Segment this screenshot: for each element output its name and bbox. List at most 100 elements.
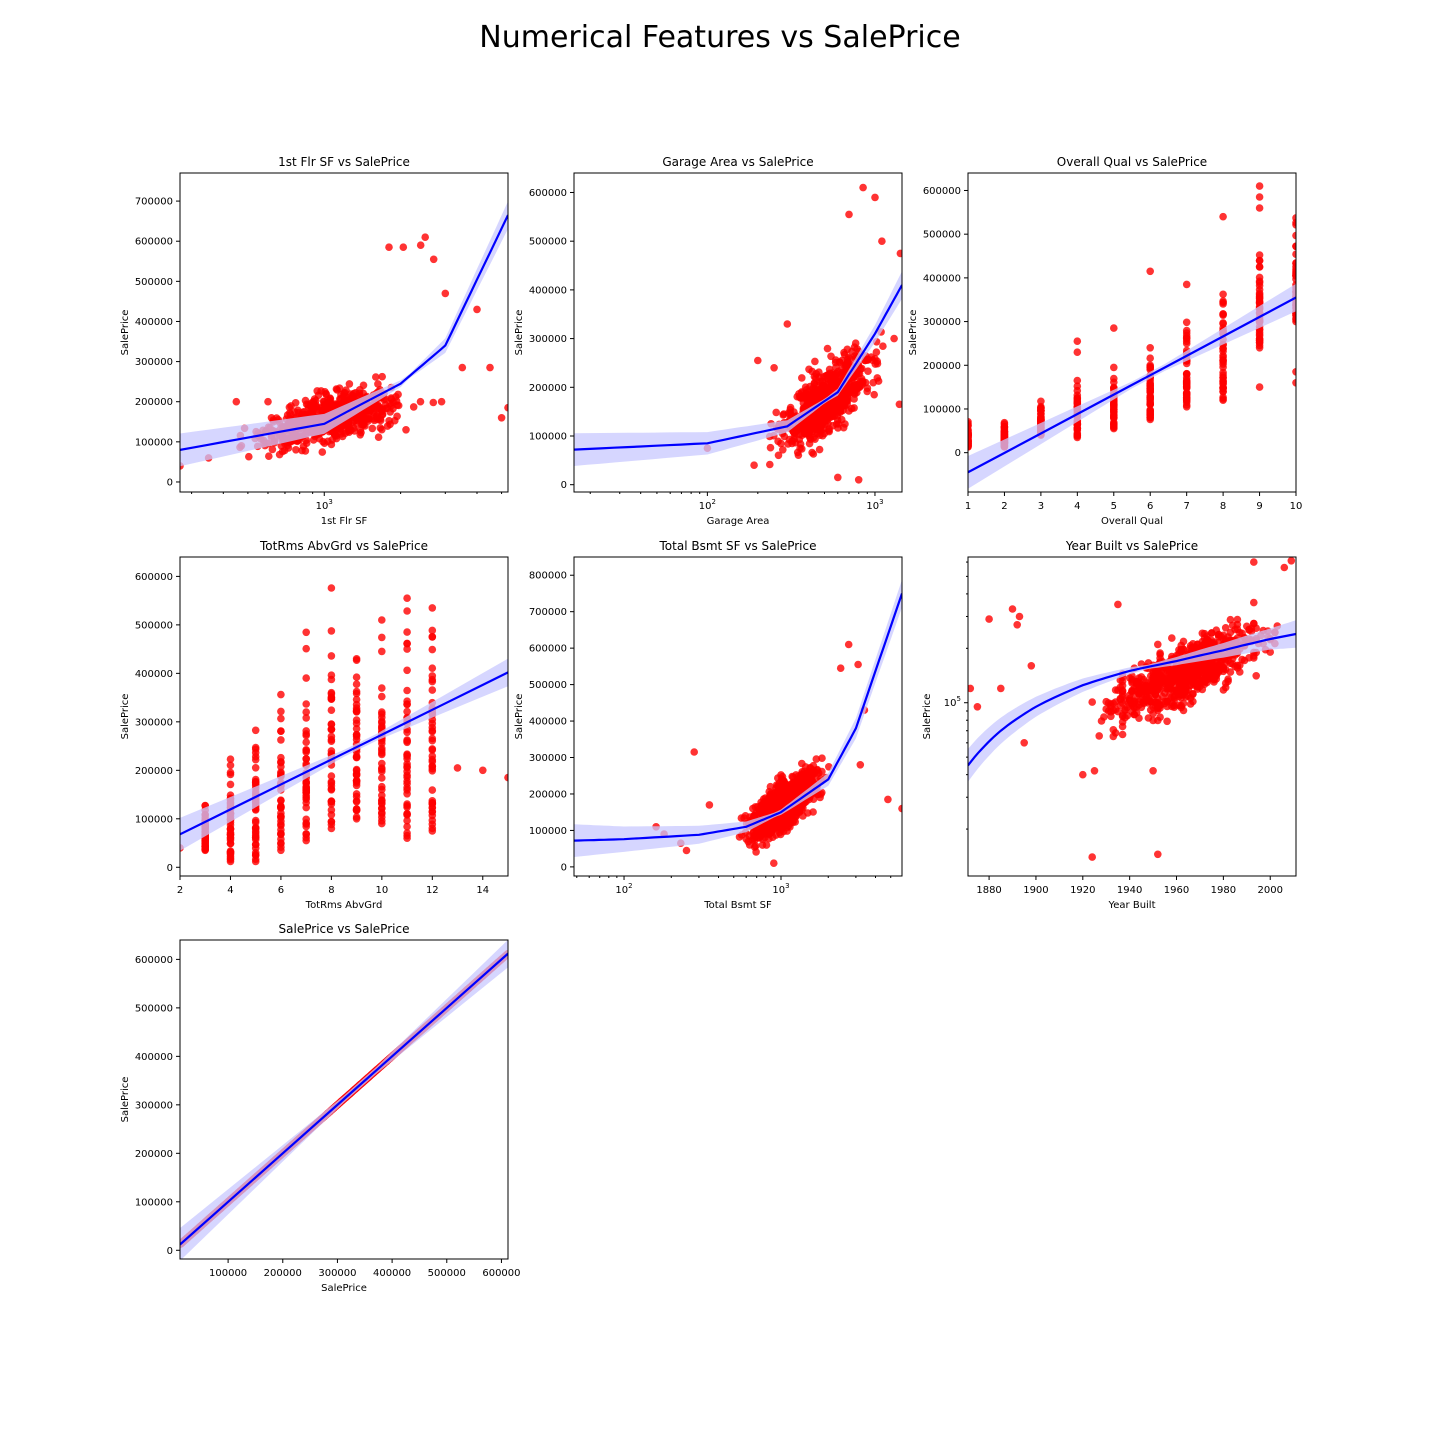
x-tick-label: 103 [772, 882, 789, 896]
scatter-point [737, 814, 746, 822]
scatter-point [1198, 660, 1207, 669]
scatter-point [1250, 598, 1258, 607]
scatter-point [277, 762, 285, 771]
subplot-title: 1st Flr SF vs SalePrice [278, 155, 410, 169]
scatter-point [1013, 621, 1021, 629]
scatter-point [1182, 663, 1190, 671]
scatter-point [1292, 379, 1296, 387]
scatter-point [1118, 722, 1127, 731]
scatter-point [302, 791, 311, 800]
scatter-point [1255, 273, 1264, 282]
scatter-point [761, 797, 769, 805]
plot-area [968, 182, 1296, 489]
subplot-title: TotRms AbvGrd vs SalePrice [259, 539, 428, 553]
scatter-point [816, 378, 824, 386]
scatter-point [815, 445, 824, 454]
x-axis-label: TotRms AbvGrd [305, 900, 383, 911]
scatter-point [327, 706, 336, 714]
scatter-point [275, 450, 284, 459]
y-tick-label: 400000 [135, 1052, 173, 1063]
scatter-point [378, 410, 387, 419]
scatter-point [287, 410, 295, 419]
scatter-point [335, 384, 344, 393]
scatter-point [352, 813, 361, 821]
scatter-point [775, 825, 783, 833]
scatter-point [1182, 334, 1191, 342]
scatter-point [1170, 665, 1178, 673]
scatter-point [809, 808, 817, 816]
scatter-point [327, 725, 336, 734]
y-tick-label: 100000 [923, 404, 961, 415]
scatter-point [378, 616, 386, 624]
scatter-point [378, 372, 387, 381]
scatter-point [428, 755, 437, 764]
scatter-point [1186, 681, 1195, 690]
scatter-point [735, 833, 744, 841]
scatter-point [403, 628, 411, 636]
scatter-point [896, 249, 902, 258]
scatter-point [1219, 319, 1227, 327]
scatter-point [1238, 655, 1246, 664]
regression-line [574, 284, 902, 451]
scatter-point [368, 424, 377, 433]
scatter-point [802, 421, 811, 429]
y-tick-label: 600000 [135, 955, 173, 966]
scatter-point [682, 846, 691, 855]
scatter-point [1073, 337, 1082, 346]
scatter-point [302, 439, 311, 448]
scatter-point [327, 817, 336, 826]
scatter-point [378, 684, 386, 692]
x-tick-label: 100000 [209, 1268, 247, 1279]
scatter-point [1146, 364, 1154, 372]
scatter-point [1255, 193, 1264, 201]
scatter-point [327, 779, 336, 787]
scatter-point [1189, 668, 1197, 676]
scatter-point [302, 700, 311, 708]
scatter-point [812, 370, 820, 378]
y-tick-label: 300000 [135, 357, 173, 368]
x-tick-exponent: 2 [628, 882, 632, 890]
scatter-point [1186, 700, 1195, 708]
scatter-point [251, 764, 260, 772]
scatter-point [1221, 679, 1230, 687]
y-tick-label: 0 [167, 863, 173, 874]
scatter-point [403, 707, 411, 716]
scatter-point [1252, 672, 1260, 680]
scatter-point [1073, 396, 1082, 404]
y-tick-label: 300000 [529, 753, 567, 764]
scatter-point [277, 714, 285, 723]
y-tick-label: 700000 [529, 607, 567, 618]
regression-line [968, 632, 1296, 767]
scatter-point [832, 363, 840, 372]
scatter-point [302, 778, 311, 786]
scatter-point [458, 363, 467, 372]
y-tick-label: 300000 [135, 1100, 173, 1111]
scatter-point [1090, 767, 1099, 775]
scatter-point [265, 452, 273, 461]
scatter-point [302, 822, 311, 831]
y-axis-label: SalePrice [120, 694, 131, 740]
scatter-point [1179, 691, 1188, 699]
scatter-point [864, 355, 873, 364]
scatter-point [1214, 630, 1223, 639]
scatter-point [1219, 351, 1227, 360]
scatter-point [859, 183, 867, 192]
scatter-point [277, 812, 285, 821]
scatter-point [1146, 344, 1154, 352]
x-tick-label: 600000 [482, 1268, 520, 1279]
scatter-point [428, 686, 437, 694]
scatter-point [352, 680, 361, 688]
y-tick-label: 0 [955, 448, 961, 459]
scatter-point [824, 409, 833, 418]
scatter-point [1170, 696, 1178, 705]
scatter-point [1111, 686, 1120, 694]
y-axis-label: SalePrice [922, 694, 933, 740]
y-tick-label: 500000 [135, 277, 173, 288]
axes-frame [179, 556, 509, 877]
scatter-point [834, 473, 842, 482]
scatter-point [1172, 686, 1181, 694]
y-tick-label: 500000 [135, 620, 173, 631]
x-tick-label: 103 [316, 498, 333, 512]
scatter-point [226, 761, 235, 770]
